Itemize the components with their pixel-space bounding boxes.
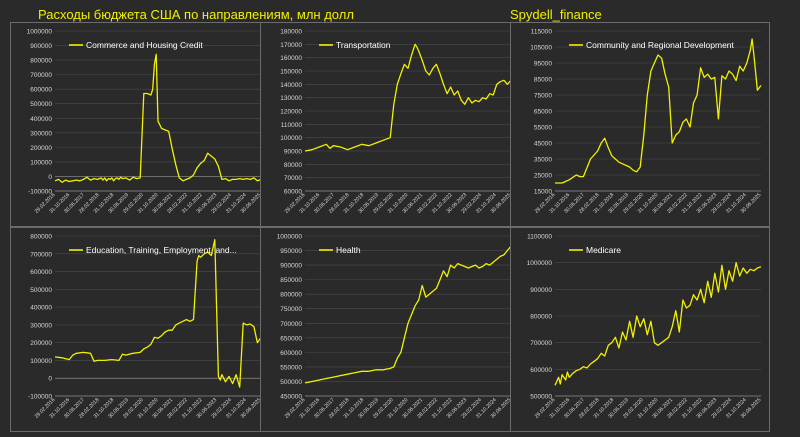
legend-label: Education, Training, Employment, and...	[86, 245, 237, 255]
y-tick-label: 600000	[530, 367, 552, 374]
chart-education-training: -100000 0 100000 200000 300000 400000 500000 60…	[28, 234, 262, 420]
y-tick-label: 1000000	[277, 234, 303, 241]
chart-panel-commerce-housing: -100000 0 100000 200000 300000 400000 500000 60…	[10, 22, 270, 227]
y-tick-label: 150000	[280, 69, 302, 76]
y-tick-label: 110000	[281, 122, 303, 129]
y-tick-label: 15000	[534, 189, 552, 196]
y-tick-label: 600000	[30, 269, 52, 276]
series-line	[555, 38, 762, 184]
y-tick-label: 200000	[30, 340, 52, 347]
chart-panel-medicare: 500000 600000 700000 800000 900000 1000000 110…	[510, 227, 770, 432]
y-tick-label: 55000	[534, 125, 552, 132]
y-tick-label: 700000	[280, 321, 302, 328]
chart-commerce-housing: -100000 0 100000 200000 300000 400000 500000 60…	[27, 29, 263, 215]
y-tick-label: 80000	[284, 162, 302, 169]
y-tick-label: 35000	[534, 157, 552, 164]
y-tick-label: 45000	[534, 141, 552, 148]
y-tick-label: 700000	[30, 251, 52, 258]
y-tick-label: -100000	[28, 394, 52, 401]
y-tick-label: 900000	[280, 263, 302, 270]
legend-label: Community and Regional Development	[586, 40, 735, 50]
y-tick-label: 950000	[280, 248, 302, 255]
chart-panel-transportation: 60000 70000 80000 90000 100000 110000 120000 13…	[260, 22, 520, 227]
y-tick-label: 900000	[530, 287, 552, 294]
y-tick-label: 450000	[280, 394, 302, 401]
chart-panel-education-training: -100000 0 100000 200000 300000 400000 500000 60…	[10, 227, 270, 432]
y-tick-label: 500000	[530, 394, 552, 401]
y-tick-label: 800000	[30, 234, 52, 241]
chart-health: 450000 500000 550000 600000 650000 700000 7500…	[277, 234, 513, 420]
y-tick-label: 115000	[531, 29, 553, 36]
y-tick-label: 65000	[534, 109, 552, 116]
y-tick-label: 800000	[280, 292, 302, 299]
y-tick-label: 160000	[280, 55, 302, 62]
y-tick-label: 700000	[30, 72, 52, 79]
chart-panel-community-development: 15000 25000 35000 45000 55000 65000 75000 85000…	[510, 22, 770, 227]
y-tick-label: 120000	[280, 109, 302, 116]
legend-label: Health	[336, 245, 361, 255]
chart-medicare: 500000 600000 700000 800000 900000 1000000 110…	[527, 234, 763, 420]
y-tick-label: 650000	[280, 335, 302, 342]
y-tick-label: 600000	[280, 350, 302, 357]
y-tick-label: 95000	[534, 61, 552, 68]
y-tick-label: 1100000	[527, 234, 552, 241]
legend-label: Medicare	[586, 245, 621, 255]
y-tick-label: 170000	[280, 42, 302, 49]
y-tick-label: 500000	[280, 379, 302, 386]
y-tick-label: 1000000	[527, 260, 553, 267]
legend-label: Commerce and Housing Credit	[86, 40, 203, 50]
y-tick-label: 105000	[530, 45, 552, 52]
y-tick-label: 700000	[530, 340, 552, 347]
chart-transportation: 60000 70000 80000 90000 100000 110000 120000 13…	[280, 29, 512, 215]
y-tick-label: 200000	[30, 145, 52, 152]
brand-label: Spydell_finance	[510, 7, 602, 22]
y-tick-label: 1000000	[27, 29, 53, 36]
y-tick-label: -100000	[28, 189, 52, 196]
y-tick-label: 180000	[280, 29, 302, 36]
y-tick-label: 60000	[284, 189, 302, 196]
y-tick-label: 130000	[280, 95, 302, 102]
y-tick-label: 850000	[280, 277, 302, 284]
y-tick-label: 0	[48, 376, 52, 383]
page-title: Расходы бюджета США по направлениям, млн…	[38, 7, 354, 22]
y-tick-label: 550000	[280, 364, 302, 371]
y-tick-label: 0	[48, 174, 52, 181]
y-tick-label: 500000	[30, 287, 52, 294]
y-tick-label: 90000	[284, 149, 302, 156]
series-line	[304, 43, 512, 152]
series-line	[304, 245, 512, 384]
y-tick-label: 75000	[534, 93, 552, 100]
legend-label: Transportation	[336, 40, 391, 50]
y-tick-label: 70000	[284, 175, 302, 182]
y-tick-label: 750000	[280, 306, 302, 313]
y-tick-label: 100000	[30, 159, 52, 166]
y-tick-label: 500000	[30, 101, 52, 108]
series-line	[54, 238, 262, 388]
y-tick-label: 100000	[30, 358, 52, 365]
y-tick-label: 800000	[530, 314, 552, 321]
y-tick-label: 25000	[534, 173, 552, 180]
y-tick-label: 300000	[30, 130, 52, 137]
chart-community-development: 15000 25000 35000 45000 55000 65000 75000 85000…	[530, 29, 762, 215]
y-tick-label: 600000	[30, 87, 52, 94]
y-tick-label: 300000	[30, 322, 52, 329]
y-tick-label: 85000	[534, 77, 552, 84]
y-tick-label: 900000	[30, 43, 52, 50]
y-tick-label: 400000	[30, 305, 52, 312]
y-tick-label: 400000	[30, 116, 52, 123]
y-tick-label: 800000	[30, 58, 52, 65]
chart-panel-health: 450000 500000 550000 600000 650000 700000 7500…	[260, 227, 520, 432]
y-tick-label: 140000	[280, 82, 302, 89]
y-tick-label: 100000	[280, 135, 302, 142]
series-line	[554, 262, 762, 386]
series-line	[54, 53, 262, 183]
